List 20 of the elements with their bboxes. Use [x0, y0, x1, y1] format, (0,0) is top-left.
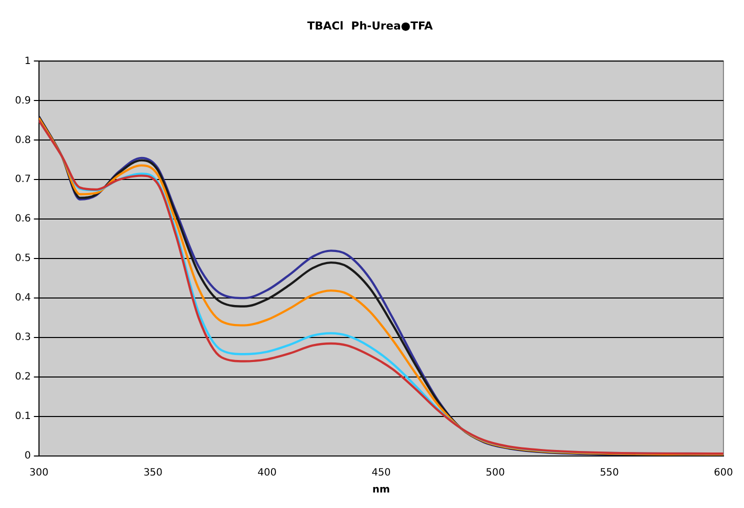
- x-tick-label: 400: [258, 468, 277, 479]
- y-tick-label: 0.6: [14, 214, 31, 225]
- y-tick-label: 0.4: [14, 292, 31, 304]
- x-tick-label: 350: [143, 468, 163, 479]
- x-tick-label: 550: [600, 468, 619, 479]
- y-tick-label: 1: [24, 56, 31, 67]
- y-tick-label: 0.8: [14, 134, 31, 146]
- y-tick-label: 0.3: [14, 332, 31, 344]
- y-tick-label: 0.5: [14, 253, 31, 264]
- x-axis-title: nm: [372, 484, 390, 496]
- y-tick-label: 0.9: [14, 95, 31, 106]
- y-tick-label: 0.7: [14, 174, 31, 186]
- y-tick-label: 0.2: [14, 372, 31, 383]
- y-tick-label: 0.1: [14, 411, 31, 422]
- chart-title: TBACl Ph-Urea●TFA: [307, 19, 434, 32]
- x-tick-label: 500: [486, 468, 505, 479]
- x-tick-label: 600: [714, 468, 734, 479]
- y-tick-label: 0: [24, 450, 31, 462]
- x-tick-label: 300: [29, 468, 48, 479]
- x-tick-label: 450: [372, 468, 391, 479]
